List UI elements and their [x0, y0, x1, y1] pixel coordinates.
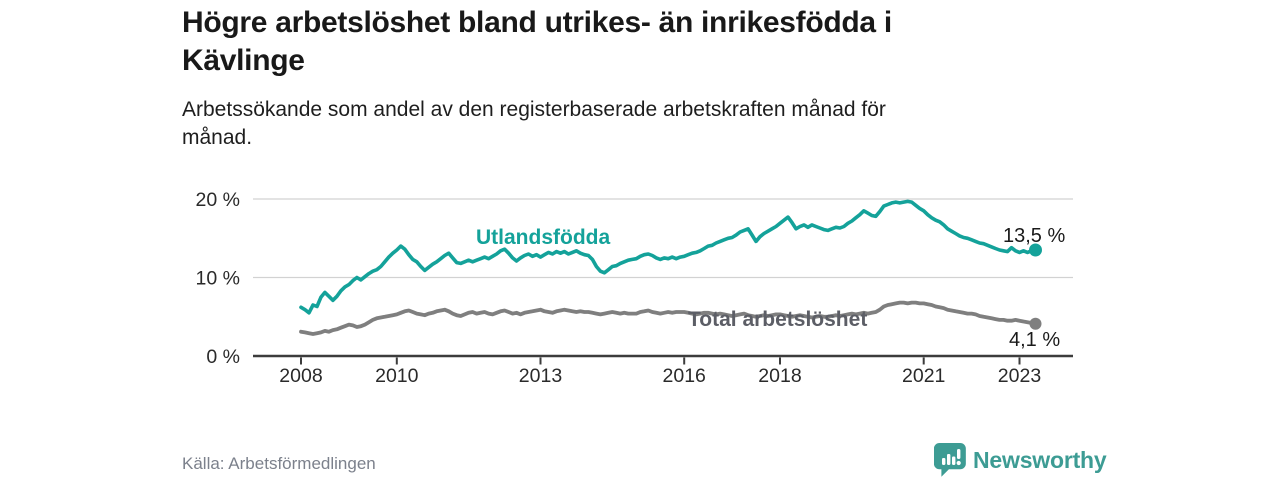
x-tick-label-2013: 2013: [519, 365, 562, 387]
line-chart: 0 % 10 % 20 % 2008 2010 2013 2016 2018 2021 2023: [180, 185, 1080, 395]
x-tick-label-2010: 2010: [375, 365, 419, 387]
y-tick-label-10pct: 10 %: [196, 268, 240, 290]
series-line-utlandsfodda: [299, 199, 1038, 315]
series-line-total: [299, 300, 1038, 336]
x-tick-label-2021: 2021: [902, 365, 945, 387]
source-note: Källa: Arbetsförmedlingen: [182, 454, 376, 473]
newsworthy-bubble-chart-icon: [934, 442, 966, 477]
x-tick-label-2018: 2018: [758, 365, 801, 387]
x-tick-label-2023: 2023: [998, 365, 1041, 387]
newsworthy-logo: Newsworthy: [934, 442, 1107, 480]
chart-plot-area: 0 % 10 % 20 % 2008 2010 2013 2016 2018 2021 2023: [196, 189, 1073, 387]
chart-title: Högre arbetslöshet bland utrikes- än inr…: [182, 6, 892, 77]
series-label-utlandsfodda: Utlandsfödda: [476, 226, 611, 249]
y-tick-label-20pct: 20 %: [196, 189, 240, 211]
chart-subtitle: Arbetssökande som andel av den registerb…: [182, 98, 886, 149]
x-tick-label-2008: 2008: [279, 365, 322, 387]
end-value-label-total: 4,1 %: [1009, 329, 1061, 351]
y-tick-label-0pct: 0 %: [206, 346, 240, 368]
x-tick-label-2016: 2016: [663, 365, 706, 387]
newsworthy-wordmark: Newsworthy: [973, 447, 1107, 473]
end-value-label-utlandsfodda: 13,5 %: [1003, 225, 1066, 247]
series-end-dot-total: [1029, 317, 1042, 330]
series-end-dot-utlandsfodda: [1029, 243, 1042, 257]
series-label-total-arbetsloshet: Total arbetslöshet: [688, 308, 868, 331]
